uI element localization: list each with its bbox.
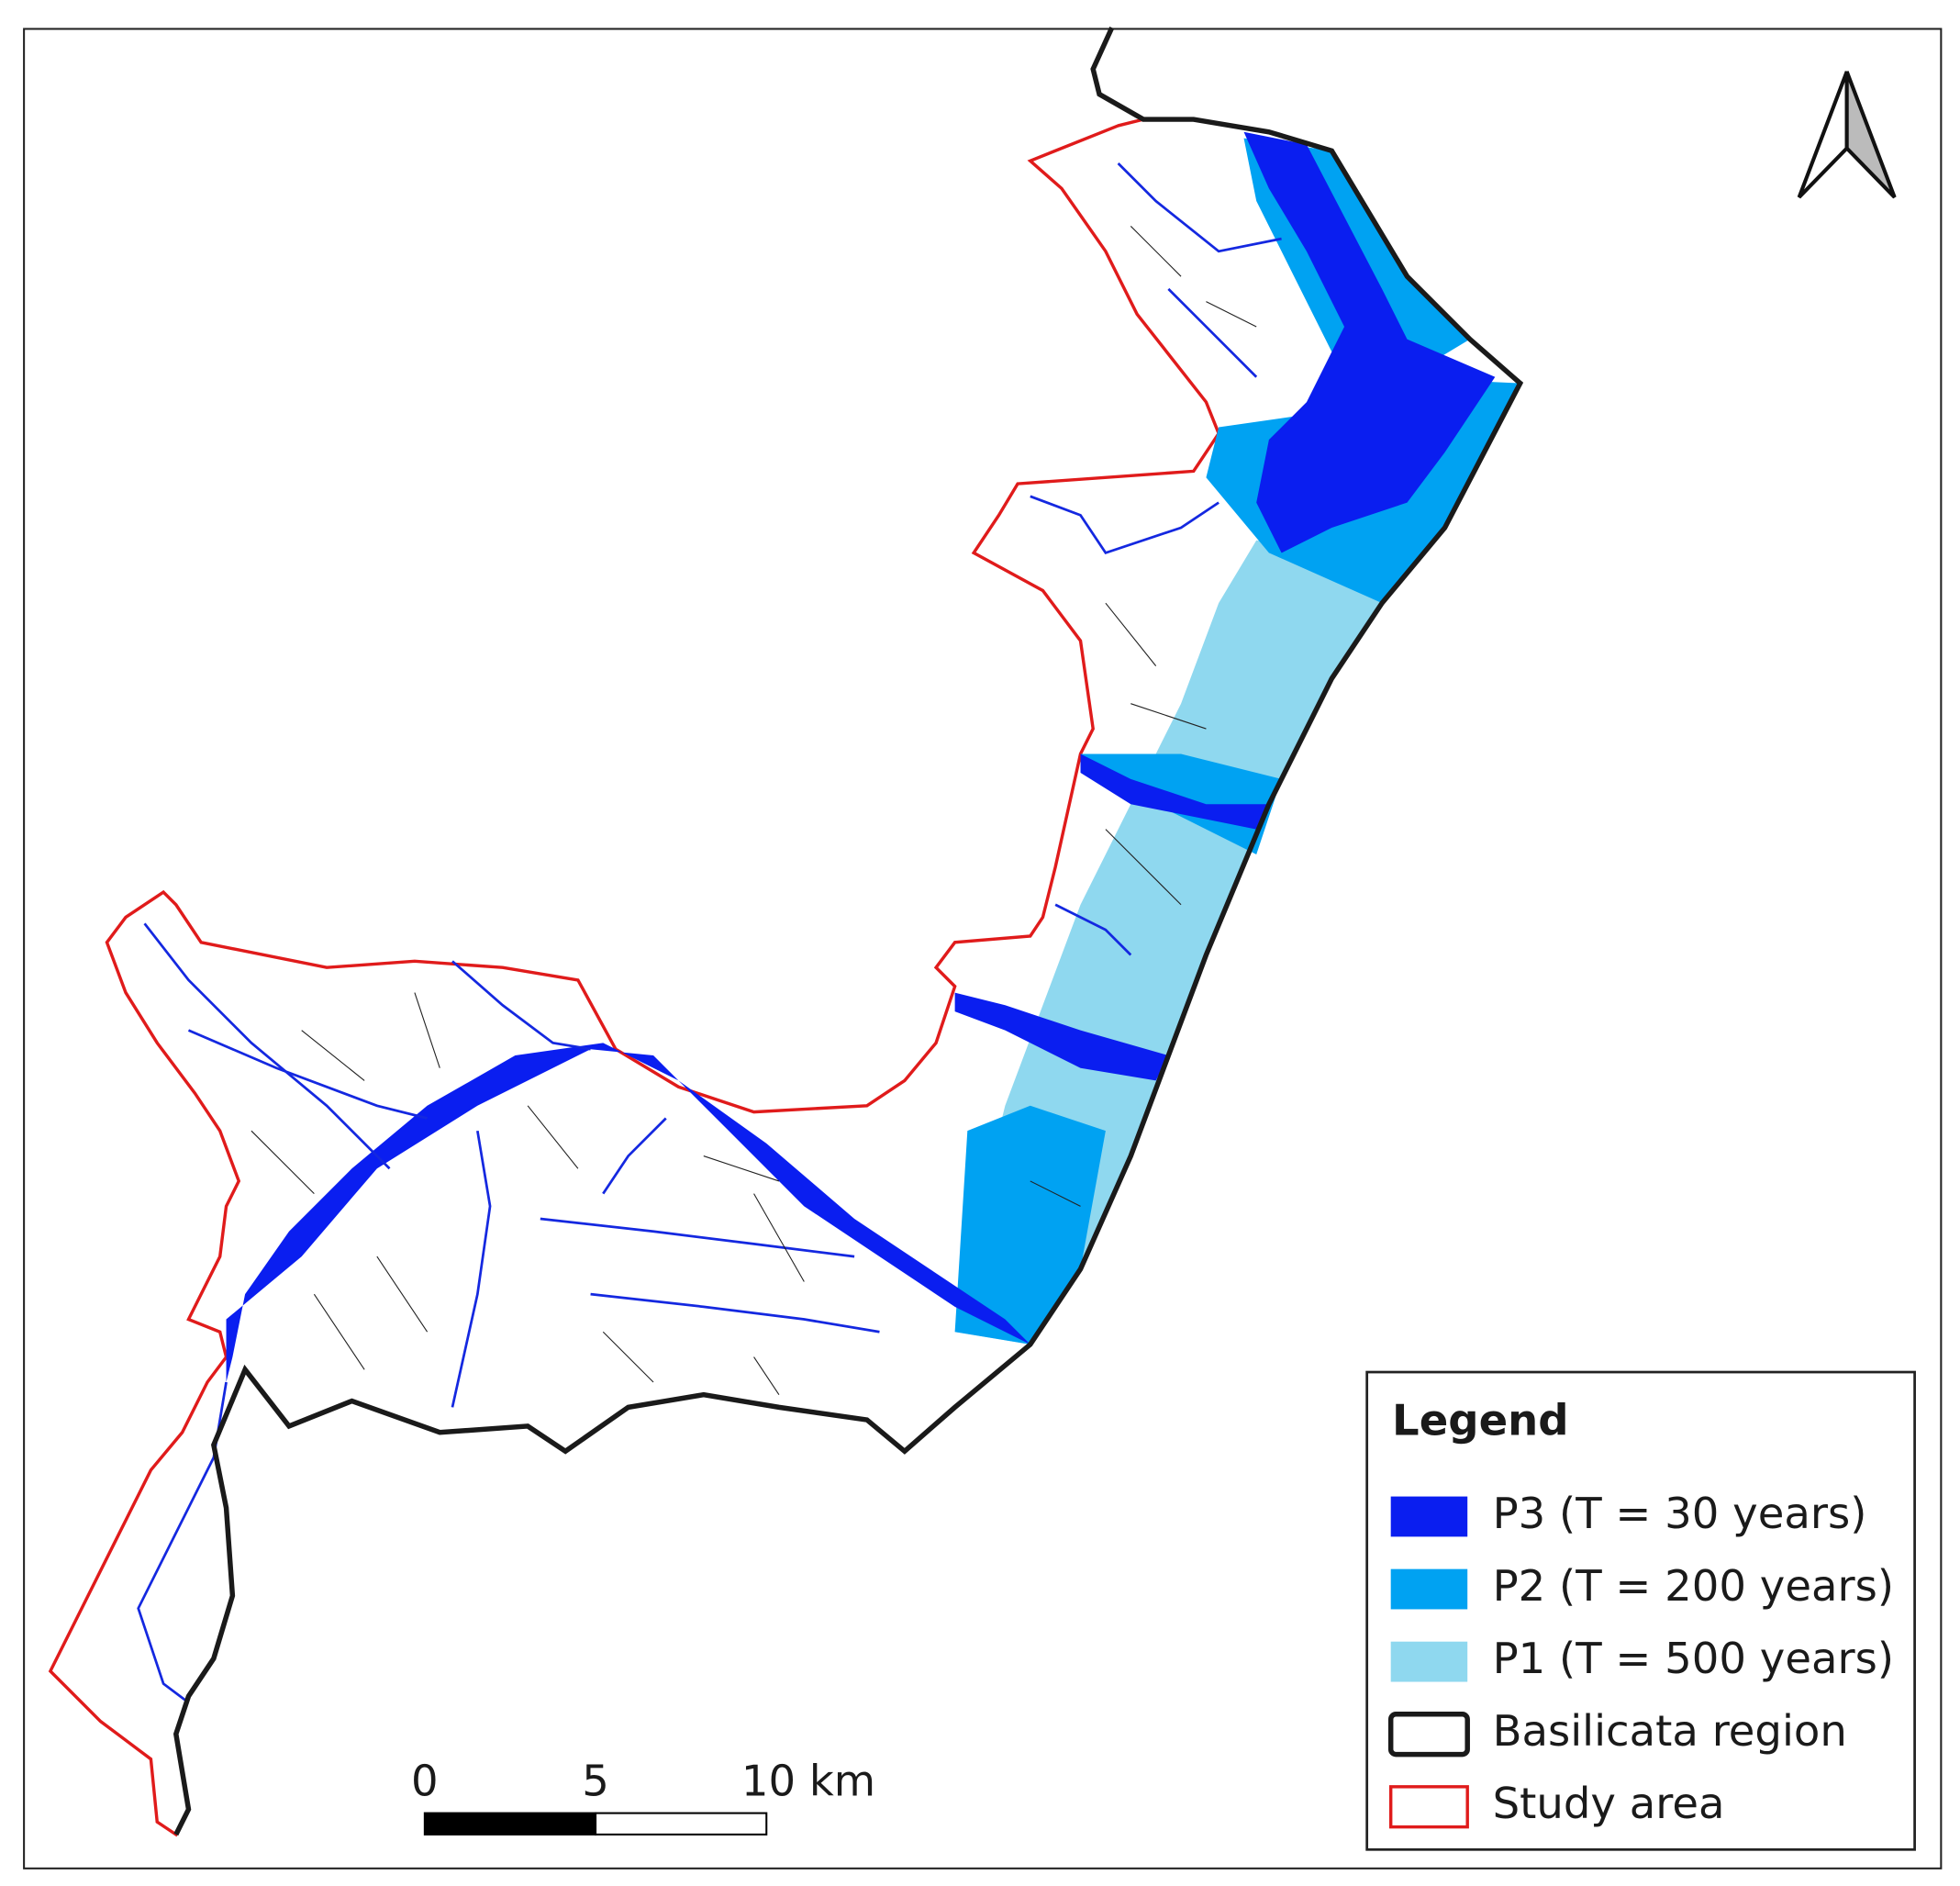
p3-zone — [1080, 753, 1269, 830]
river — [187, 1029, 428, 1120]
scale-label: 5 — [582, 1757, 609, 1806]
scale-segment — [595, 1812, 768, 1836]
legend-swatch — [1390, 1568, 1468, 1610]
legend-swatch — [1388, 1785, 1469, 1829]
north-arrow — [1797, 71, 1897, 199]
river — [1167, 287, 1258, 378]
legend-label: P3 (T = 30 years) — [1493, 1489, 1867, 1538]
scale-label: 10 km — [741, 1757, 875, 1806]
p3-zone — [226, 1043, 1030, 1382]
scale-bar: 0 5 10 km — [411, 1757, 875, 1836]
legend-swatch — [1390, 1496, 1468, 1537]
basilicata-boundary — [173, 26, 1524, 1836]
drainage-line — [251, 226, 1257, 1395]
north-arrow-right — [1844, 71, 1897, 199]
river — [590, 1292, 880, 1334]
river — [540, 1217, 855, 1258]
flood-zones — [226, 131, 1520, 1382]
legend-label: P1 (T = 500 years) — [1493, 1634, 1894, 1683]
legend-swatch — [1390, 1641, 1468, 1682]
legend-label: P2 (T = 200 years) — [1493, 1561, 1894, 1611]
river — [451, 1130, 492, 1408]
legend-title: Legend — [1392, 1396, 1569, 1445]
legend-box — [1365, 1370, 1916, 1851]
p3-zone — [1243, 131, 1496, 553]
river — [1030, 495, 1219, 555]
river — [451, 960, 591, 1051]
river — [1117, 162, 1282, 253]
river — [143, 922, 391, 1170]
p3-zone — [954, 992, 1169, 1081]
scale-label: 0 — [411, 1757, 439, 1806]
river — [1054, 903, 1132, 956]
legend-label: Study area — [1493, 1779, 1725, 1828]
drainage-network — [251, 226, 1257, 1395]
legend-label: Basilicata region — [1493, 1706, 1847, 1756]
river — [602, 1117, 667, 1195]
legend: Legend P3 (T = 30 years) P2 (T = 200 year… — [1365, 1370, 1916, 1851]
scale-segment — [423, 1812, 597, 1836]
rivers — [137, 162, 1282, 1704]
legend-swatch — [1387, 1712, 1470, 1758]
